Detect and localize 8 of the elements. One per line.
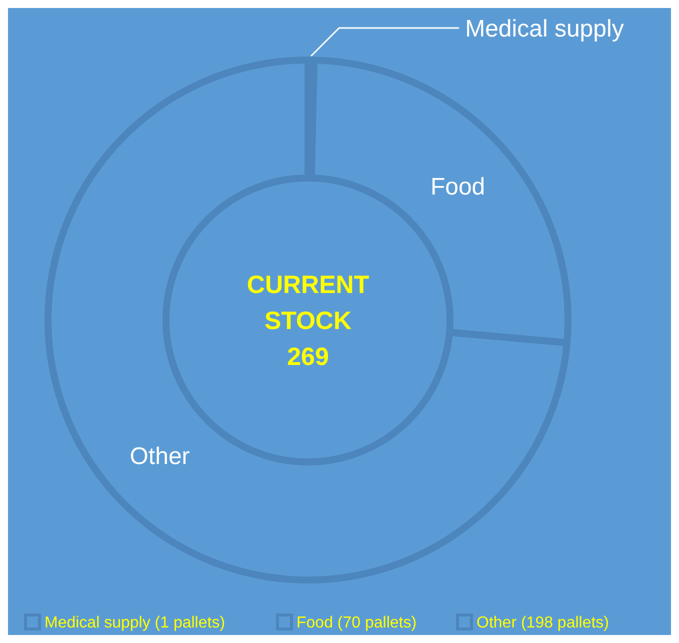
text: CURRENT STOCK 269 — [246, 270, 370, 371]
text: Other — [130, 443, 190, 470]
donut-slice — [44, 56, 571, 584]
legend-label: Food (70 pallets) — [296, 614, 417, 632]
legend-label: Medical supply (1 pallets) — [44, 614, 226, 632]
text: Food — [430, 173, 486, 200]
legend-label: Other (198 pallets) — [476, 614, 610, 632]
text: Medical supply — [465, 15, 624, 42]
